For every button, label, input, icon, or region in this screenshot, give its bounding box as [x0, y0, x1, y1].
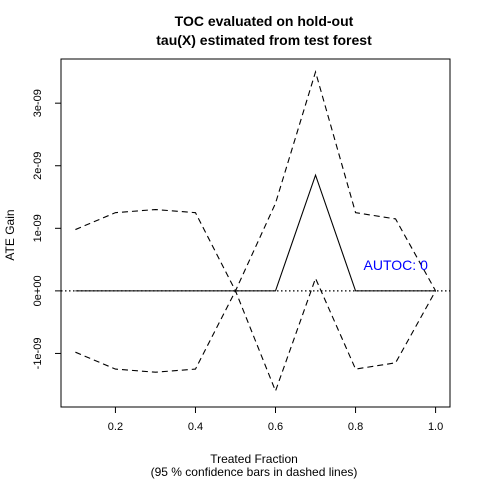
plot-frame: [60, 58, 451, 408]
y-tick-label: 0e+00: [32, 275, 44, 306]
x-tick-label: 1.0: [428, 421, 443, 433]
chart-title-line-1: TOC evaluated on hold-out: [175, 13, 354, 29]
y-tick-label: 1e-09: [32, 214, 44, 242]
autoc-annotation: AUTOC: 0: [364, 257, 429, 273]
x-tick-label: 0.2: [108, 421, 123, 433]
x-tick-label: 0.8: [348, 421, 363, 433]
x-tick-label: 0.6: [268, 421, 283, 433]
y-tick-label: 3e-09: [32, 89, 44, 117]
y-tick-label: -1e-09: [32, 338, 44, 370]
y-axis-label: ATE Gain: [3, 209, 17, 260]
chart-title-line-2: tau(X) estimated from test forest: [156, 32, 372, 48]
series-lower-ci-line: [75, 276, 437, 393]
series-estimate-line: [75, 173, 436, 292]
x-axis-sublabel: (95 % confidence bars in dashed lines): [151, 465, 358, 479]
y-tick-label: 2e-09: [32, 152, 44, 180]
plot-area: AUTOC: 0: [61, 69, 450, 393]
x-tick-label: 0.4: [188, 421, 203, 433]
axes: 0.2 0.4 0.6 0.8 1.0 -1e-09 0e+00 1e-09 2e-09 3e-0…: [32, 58, 451, 433]
x-axis-label: Treated Fraction: [210, 452, 298, 466]
series-upper-ci-line: [75, 69, 437, 293]
